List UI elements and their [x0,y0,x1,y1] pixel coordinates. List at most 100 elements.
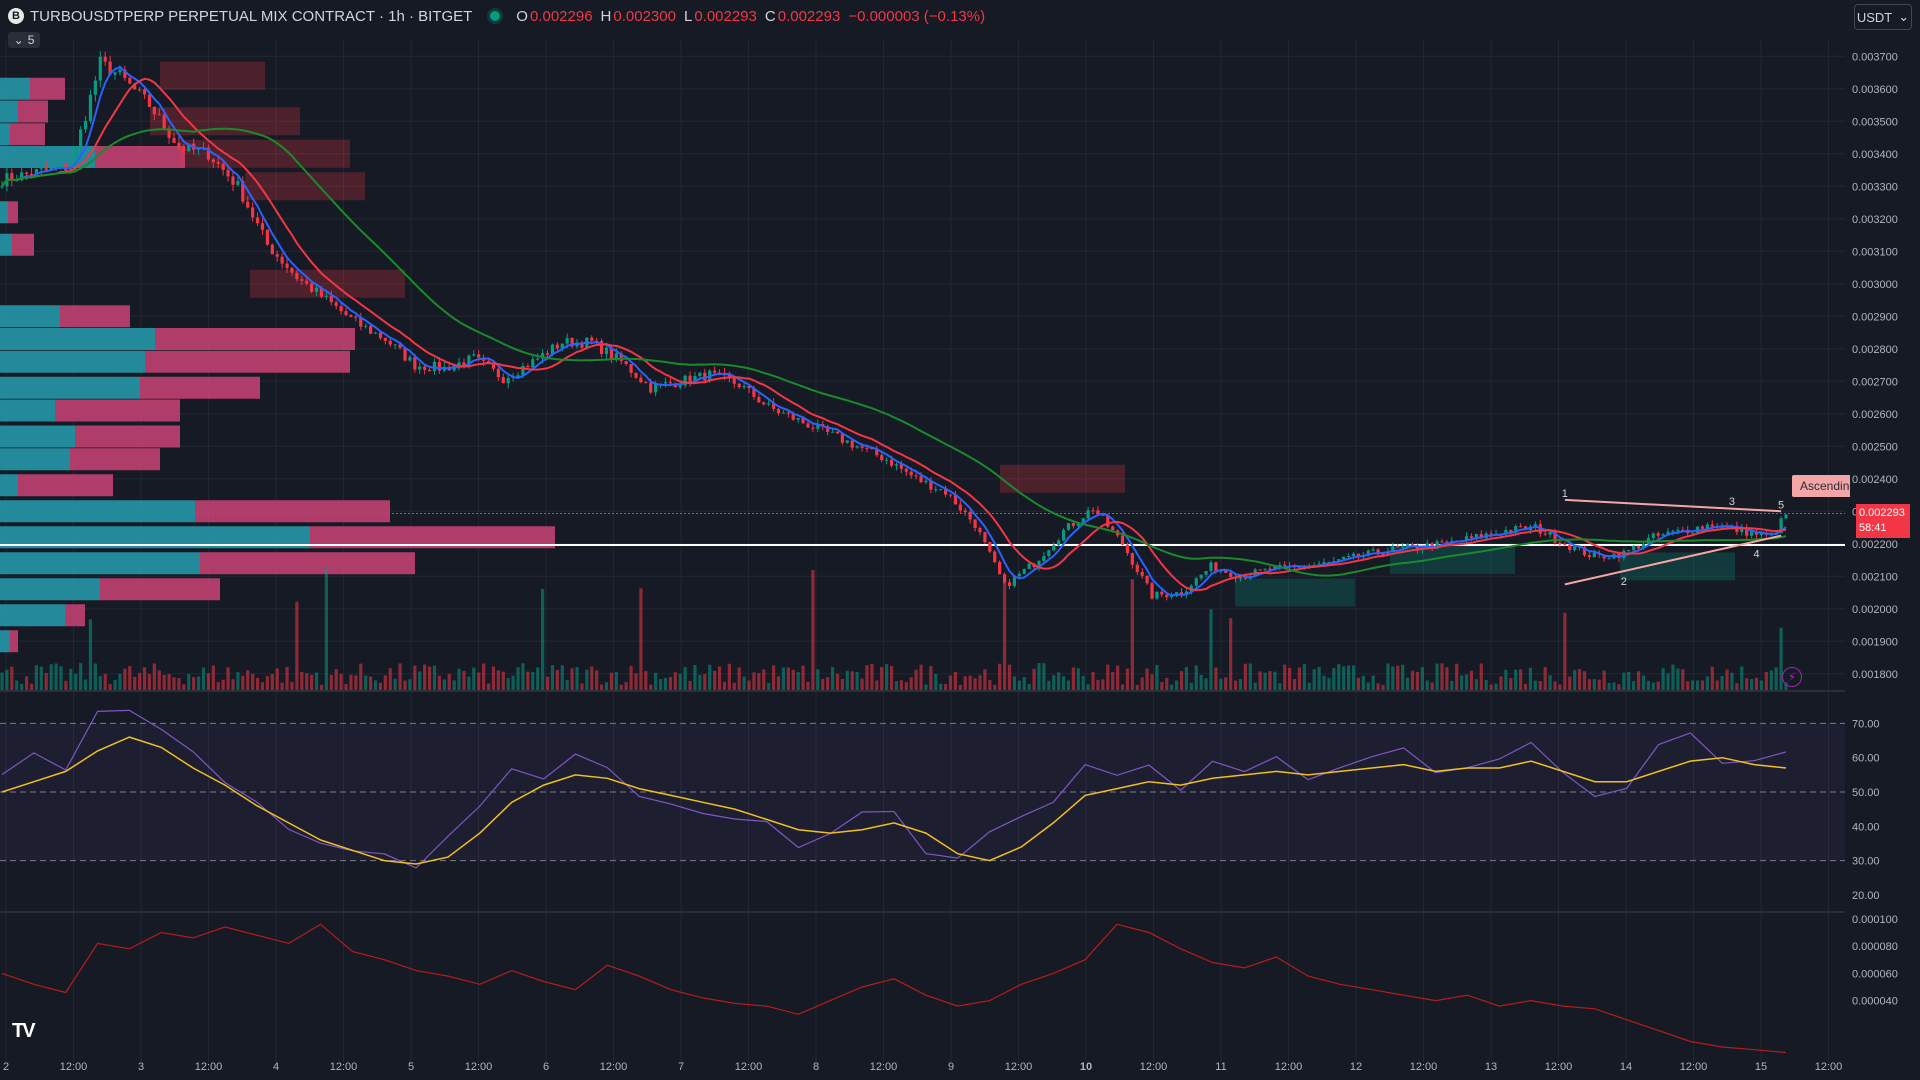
volume-profile-sell [310,526,555,549]
ascending-triangle-drawing[interactable]: 1 2 3 4 5 [1562,488,1784,588]
moving-average-line [1,127,1787,577]
volume-bar [383,675,387,690]
candle-body [1533,524,1537,527]
currency-selector[interactable]: USDT ⌄ [1854,4,1912,30]
candle-body [609,347,614,359]
volume-bar [1607,682,1611,690]
volume-bar [354,675,358,690]
volume-bar [555,669,559,690]
volume-bar [1666,673,1670,690]
candle-body [1371,549,1375,551]
pattern-label[interactable]: Ascending [1792,475,1850,497]
candle-body [1636,545,1641,549]
rsi-tick-label: 20.00 [1852,890,1880,902]
volume-profile-buy [0,350,145,373]
candle-body [845,440,849,443]
candle-body [835,431,840,434]
price-axis[interactable]: 0.001800 0.001900 0.002000 0.002100 0.002200… [1846,0,1920,1080]
candle-body [270,244,274,255]
indicators-collapse-button[interactable]: ⌄ 5 [8,32,40,48]
volume-bar [1735,683,1739,690]
candle-body [79,129,83,147]
lightning-icon[interactable]: ⚡ [1782,667,1802,687]
candle-body [491,363,496,369]
volume-bar [1676,668,1680,690]
volume-bar [1425,680,1429,690]
volume-bar [1312,669,1316,690]
volume-profile-buy [0,425,75,448]
candle-body [1489,533,1493,535]
volume-bar [1052,675,1056,690]
volume-bar [565,680,569,690]
volume-bar [752,672,756,690]
volume-profile-sell [10,630,18,653]
volume-bar [275,668,279,690]
candle-body [988,542,992,552]
volume-bar [649,684,653,690]
candle-body [241,180,245,202]
rsi-signal-line [1,736,1787,865]
candle-body [147,94,152,107]
time-axis[interactable]: 2 12:00 3 12:00 4 12:00 5 12:00 6 12:00 7 12:00 8 12:… [3,1061,1842,1073]
volume-bar [1602,670,1606,690]
candle-body [639,377,643,383]
volume-bar [1582,671,1587,690]
volume-bar [639,588,643,690]
volume-bar [698,675,702,690]
candle-body [570,337,574,347]
volume-bars [0,566,1788,690]
volume-bar [290,681,294,690]
candle-body [654,383,658,393]
volume-bar [427,666,432,690]
volume-bar [1745,678,1749,690]
candle-body [673,383,677,388]
candle-body [1086,510,1090,519]
volume-bar [329,675,333,690]
candle-body [634,372,638,378]
volume-bar [1681,669,1685,690]
triangle-point-label: 5 [1778,499,1784,511]
candle-body [1081,518,1085,523]
candle-body [865,447,869,449]
volume-bar [1037,663,1041,690]
volume-bar [934,674,938,690]
volume-bar [172,677,176,690]
candle-body [457,362,461,366]
volume-bar [541,588,545,690]
price-tick-label: 0.002500 [1852,441,1898,453]
volume-profile-buy [0,233,12,256]
volume-bar [1519,669,1523,690]
volume-bar [1229,618,1233,690]
volume-bar [1523,683,1528,690]
volume-profile-buy [0,376,140,399]
volume-bar [1504,669,1508,690]
high-value: 0.002300 [613,7,676,25]
volume-bar [1405,677,1410,690]
rsi-tick-label: 60.00 [1852,753,1880,765]
candle-body [624,361,628,365]
volume-bar [1273,671,1277,690]
volume-bar [1130,579,1134,690]
volume-bar [609,672,614,690]
volume-bar [10,666,14,690]
candle-body [324,295,328,297]
volume-bar [673,672,677,690]
volume-bar [1238,678,1243,690]
candle-body [757,396,761,403]
time-tick-label: 12:00 [735,1061,763,1073]
volume-profile-buy [0,604,65,627]
volume-bar [265,676,269,690]
candle-body [1317,563,1321,565]
rsi-line [1,709,1787,869]
candle-body [963,510,967,512]
time-tick-label: 12:00 [465,1061,493,1073]
volume-bar [1632,681,1636,690]
volume-bar [1622,672,1626,690]
volume-bar [260,682,265,690]
candle-body [1568,544,1572,551]
volume-bar [1204,678,1208,690]
symbol-title[interactable]: TURBOUSDTPERP PERPETUAL MIX CONTRACT · 1… [30,7,473,25]
candle-body [467,355,471,366]
candlesticks[interactable] [0,51,1788,601]
